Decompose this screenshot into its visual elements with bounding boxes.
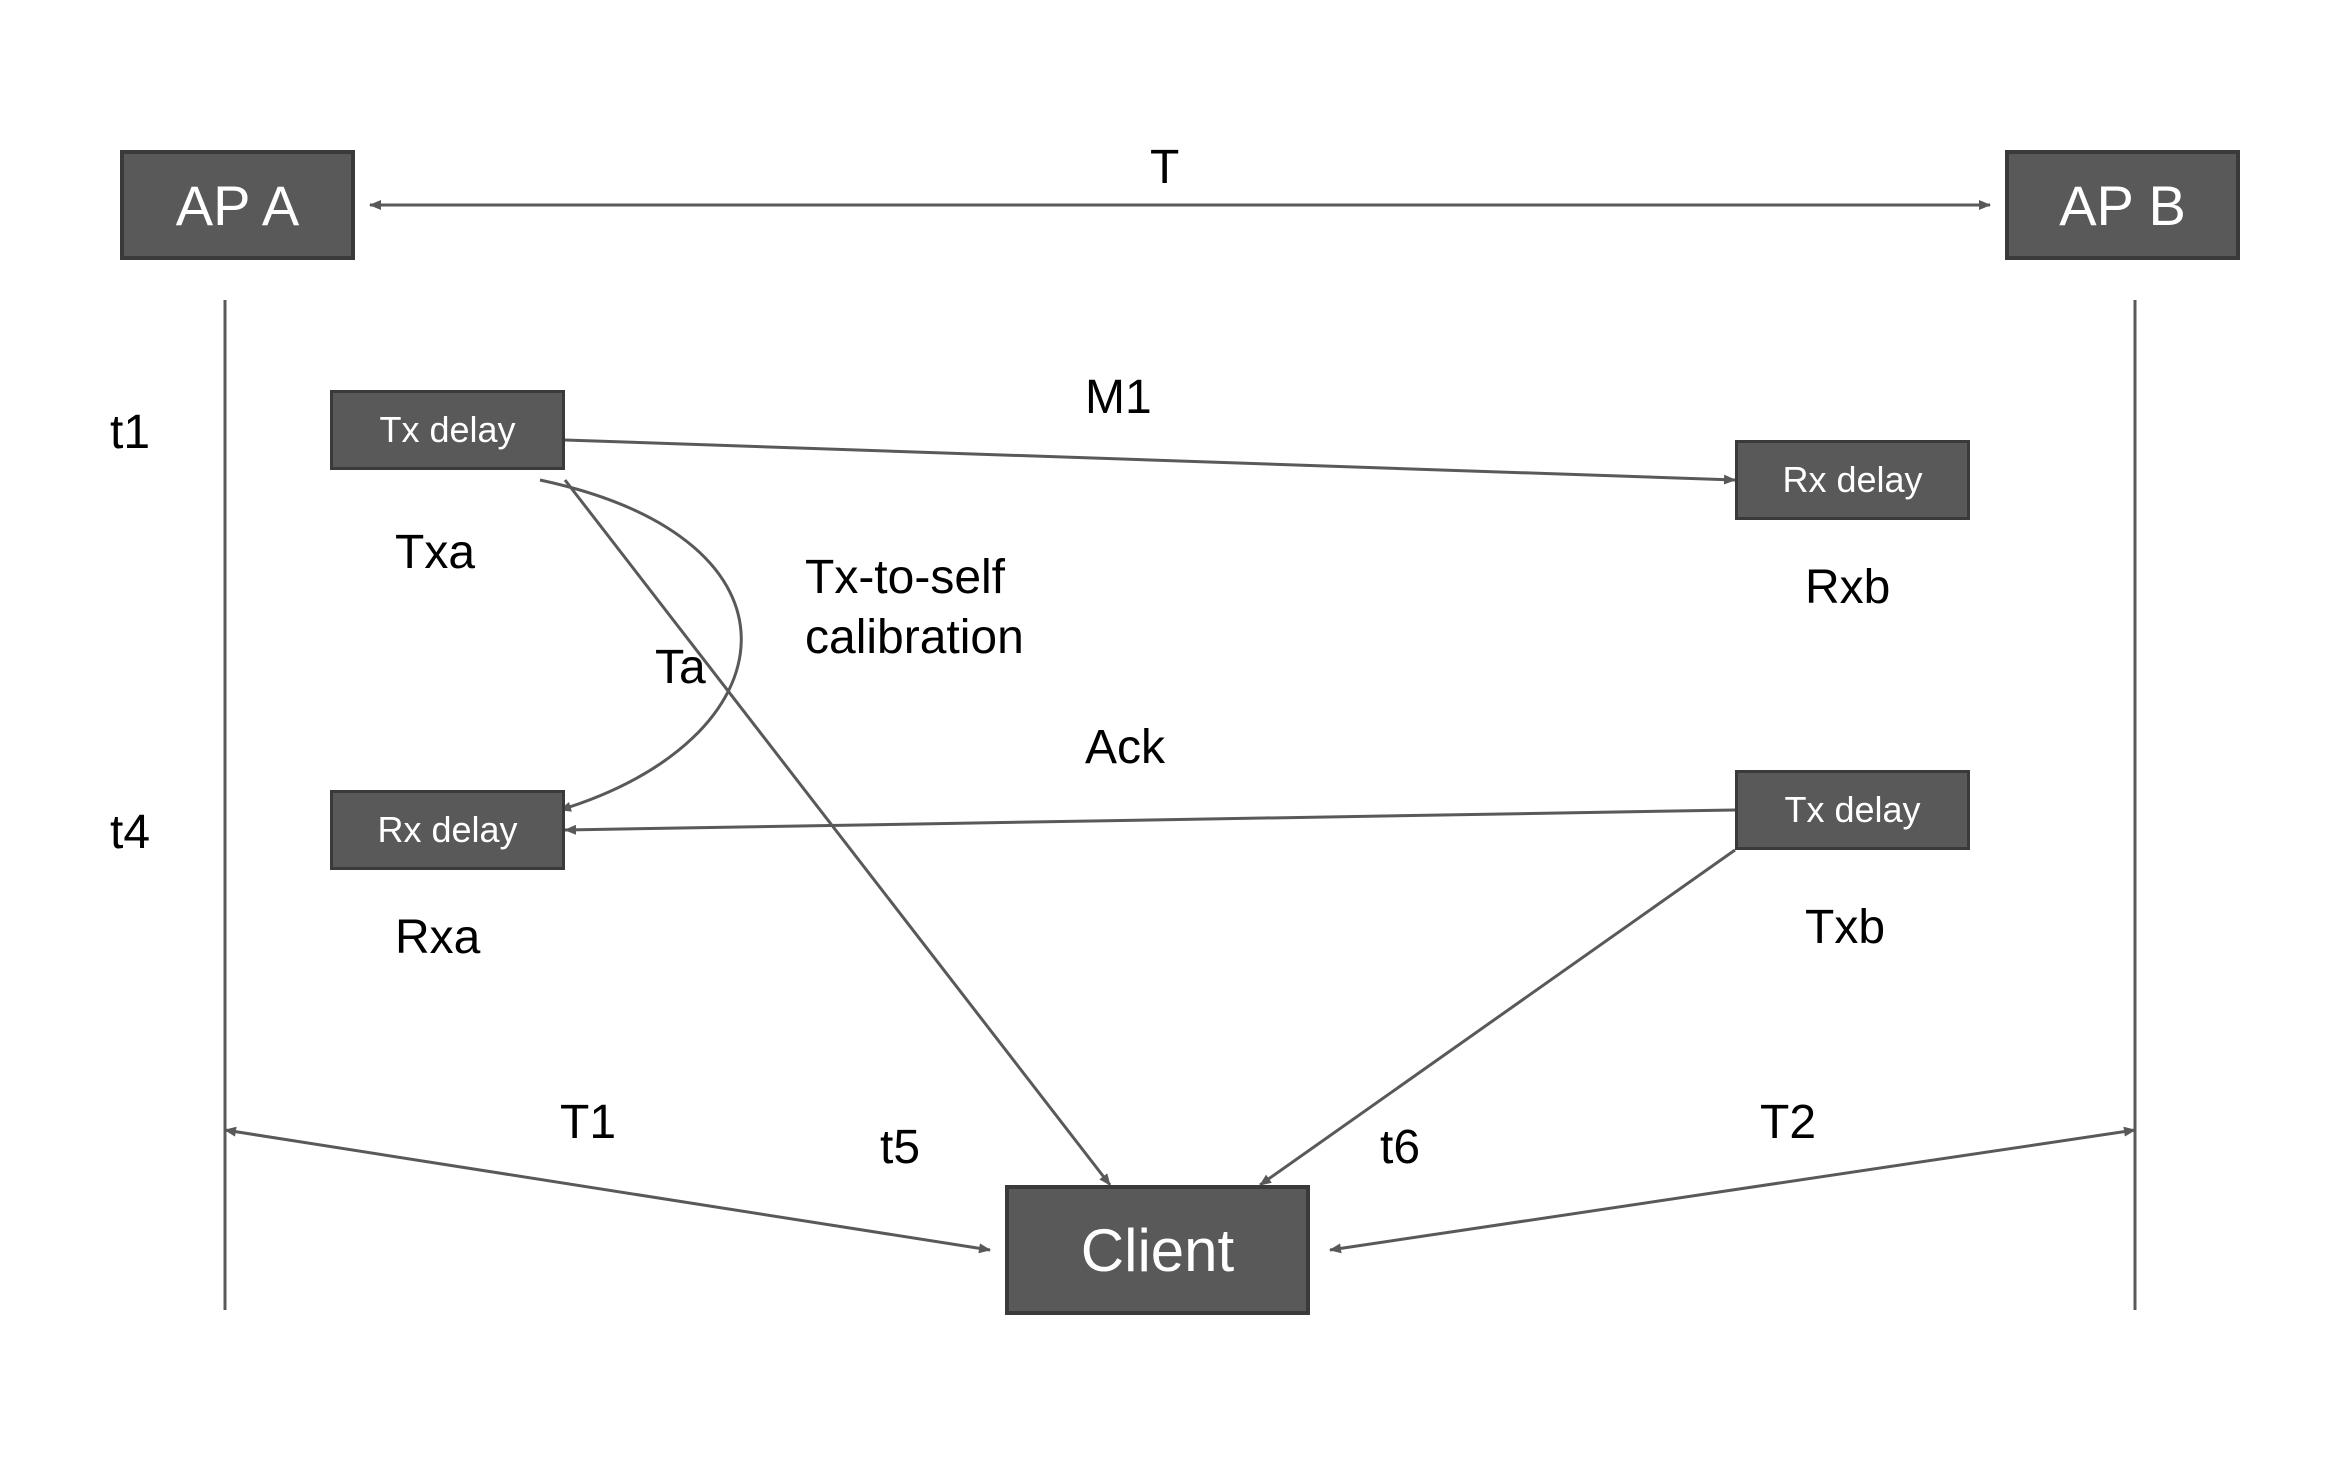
label-t6: t6 [1380, 1120, 1420, 1175]
label-Rxa: Rxa [395, 910, 480, 965]
box-label-client: Client [1081, 1216, 1234, 1285]
box-ap_b: AP B [2005, 150, 2240, 260]
label-T: T [1150, 140, 1179, 195]
arrow-ack [565, 810, 1735, 830]
label-T1: T1 [560, 1095, 616, 1150]
label-Rxb: Rxb [1805, 560, 1890, 615]
label-t5: t5 [880, 1120, 920, 1175]
label-tx_to_self_1: Tx-to-self [805, 550, 1005, 605]
box-label-txa: Tx delay [379, 409, 515, 451]
box-txa: Tx delay [330, 390, 565, 470]
arrow-t2_dim [1330, 1130, 2135, 1250]
label-Ta: Ta [655, 640, 706, 695]
arrow-txb_to_client [1260, 850, 1735, 1185]
label-M1: M1 [1085, 370, 1152, 425]
label-t4: t4 [110, 805, 150, 860]
box-rxa: Rx delay [330, 790, 565, 870]
label-Txb: Txb [1805, 900, 1885, 955]
box-txb: Tx delay [1735, 770, 1970, 850]
box-label-rxa: Rx delay [377, 809, 517, 851]
box-client: Client [1005, 1185, 1310, 1315]
arrow-m1 [565, 440, 1735, 480]
label-Ack: Ack [1085, 720, 1165, 775]
box-ap_a: AP A [120, 150, 355, 260]
box-rxb: Rx delay [1735, 440, 1970, 520]
box-label-txb: Tx delay [1784, 789, 1920, 831]
label-Txa: Txa [395, 525, 475, 580]
label-tx_to_self_2: calibration [805, 610, 1024, 665]
box-label-rxb: Rx delay [1782, 459, 1922, 501]
label-T2: T2 [1760, 1095, 1816, 1150]
label-t1: t1 [110, 405, 150, 460]
svg-lines-group [225, 205, 2135, 1310]
curve-ta [540, 480, 741, 810]
box-label-ap_b: AP B [2059, 173, 2186, 238]
box-label-ap_a: AP A [176, 173, 300, 238]
